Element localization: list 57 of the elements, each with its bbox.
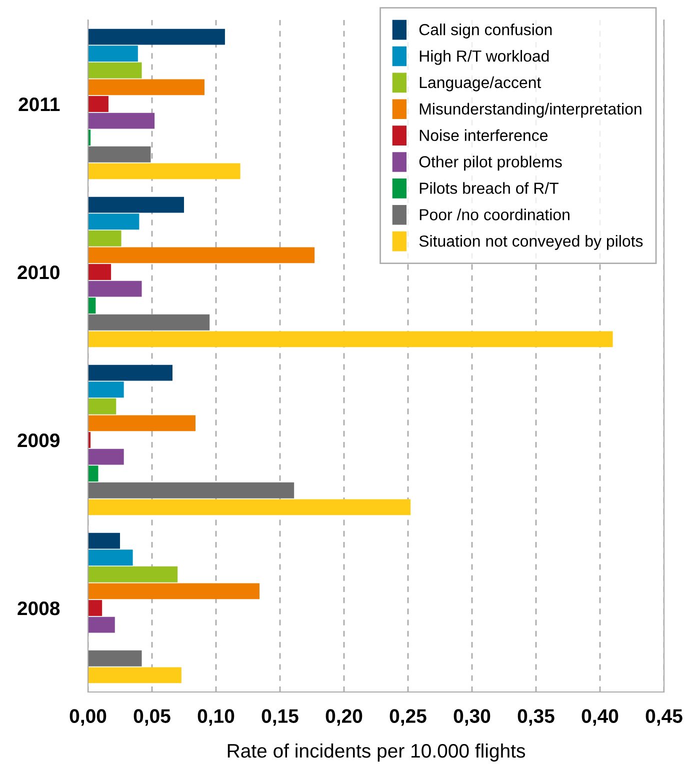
x-tick-label: 0,05 [134, 709, 170, 726]
legend-label: Other pilot problems [419, 156, 562, 171]
bar [88, 230, 122, 246]
bar [88, 364, 172, 381]
bar [88, 532, 120, 549]
bar [88, 247, 315, 264]
bar [88, 46, 138, 62]
bar [88, 163, 240, 180]
bar [88, 280, 142, 297]
bar [88, 650, 142, 666]
bar [88, 62, 142, 78]
bar [88, 600, 102, 616]
bar [88, 79, 204, 96]
bar [88, 382, 124, 398]
legend-label: Noise interference [420, 129, 548, 142]
bar [88, 667, 182, 684]
bar [88, 415, 196, 432]
bar [88, 482, 294, 498]
legend-label: High R/T workload [420, 50, 549, 65]
legend-label: Misunderstanding/interpretation [420, 102, 642, 118]
bar [88, 146, 151, 162]
bar [88, 499, 411, 516]
legend-label: Call sign confusion [419, 24, 552, 38]
bar [88, 550, 133, 566]
x-tick-label: 0,40 [582, 709, 618, 726]
bar [88, 196, 184, 213]
bar [88, 112, 155, 129]
x-tick-label: 0,15 [262, 709, 298, 726]
y-tick-label: 2011 [18, 97, 60, 112]
legend-label: Language/accent [420, 76, 542, 92]
x-tick-label: 0,25 [390, 709, 426, 726]
bar [88, 398, 116, 414]
bar [88, 616, 115, 633]
bar [88, 583, 260, 600]
bar [88, 466, 98, 482]
bar [88, 448, 124, 465]
bar [88, 264, 112, 280]
x-tick-label: 0,00 [70, 709, 106, 726]
x-tick-label: 0,45 [646, 709, 682, 726]
bar [88, 331, 613, 348]
legend-label: Pilots breach of R/T [420, 182, 558, 194]
y-tick-label: 2008 [18, 601, 60, 616]
bar [88, 214, 140, 230]
bar [88, 566, 178, 582]
x-axis-title: Rate of incidents per 10.000 flights [228, 743, 526, 762]
bar [88, 28, 225, 45]
legend-label: Situation not conveyed by pilots [419, 235, 643, 250]
bar [88, 96, 108, 112]
bar [88, 298, 96, 314]
x-tick-label: 0,10 [198, 709, 234, 726]
bar [88, 314, 210, 330]
legend-label: Poor /no coordination [420, 208, 570, 220]
y-tick-label: 2009 [18, 433, 60, 448]
x-tick-label: 0,20 [326, 709, 362, 726]
x-tick-label: 0,30 [454, 709, 490, 726]
x-tick-label: 0,35 [518, 709, 554, 726]
y-tick-label: 2010 [18, 265, 60, 280]
